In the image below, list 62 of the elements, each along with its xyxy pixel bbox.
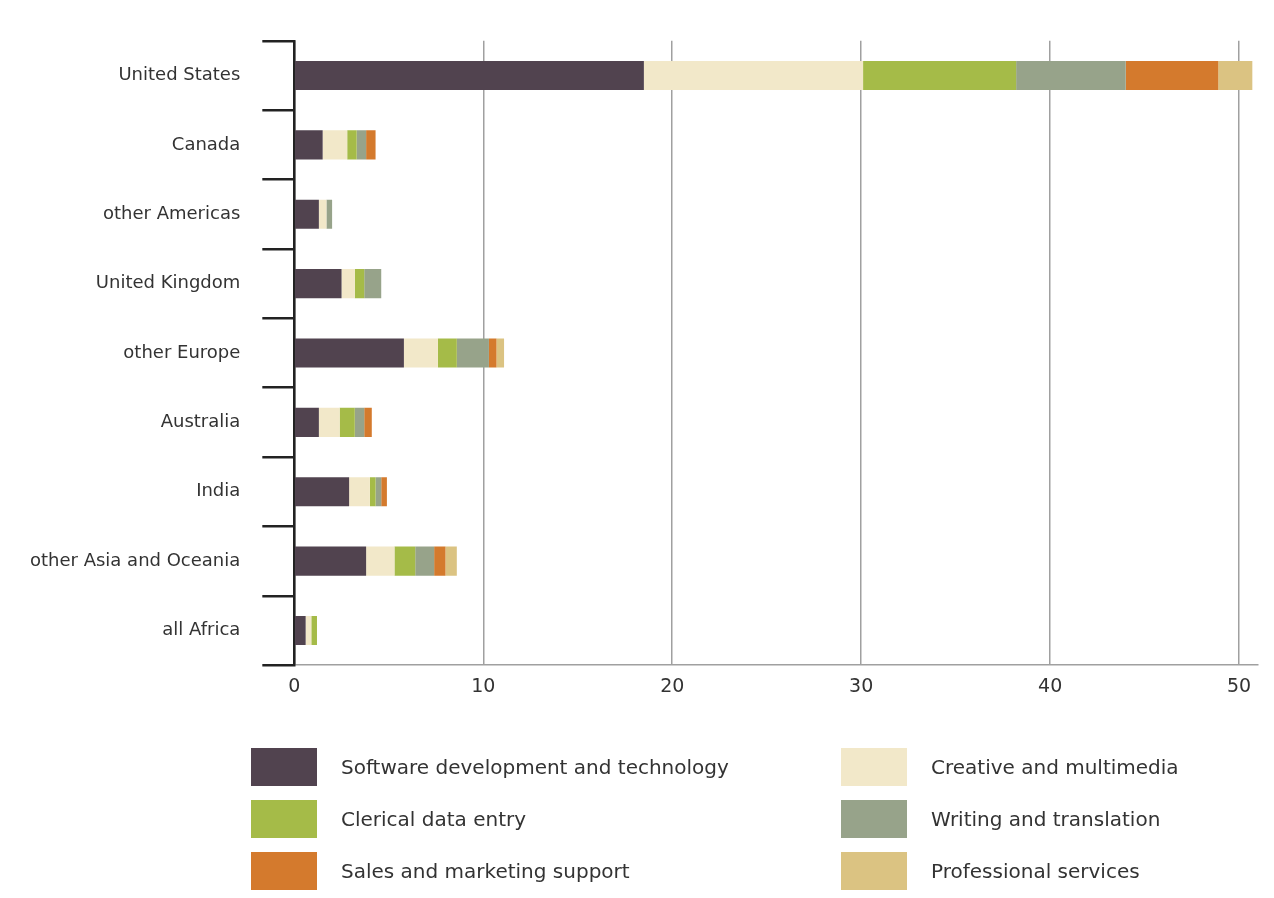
- bar: [295, 615, 306, 646]
- bar: [318, 407, 340, 437]
- y-tick-label: all Africa: [162, 618, 241, 640]
- y-tick-label: United Kingdom: [95, 271, 241, 293]
- bar: [394, 546, 416, 576]
- bar: [295, 407, 319, 437]
- bar: [295, 269, 342, 299]
- legend-label: Software development and technology: [341, 755, 729, 779]
- bar: [341, 269, 355, 299]
- bar: [354, 269, 365, 299]
- legend-label: Clerical data entry: [341, 807, 527, 831]
- y-tick-label: Australia: [160, 410, 241, 432]
- bar: [354, 407, 365, 437]
- bar: [445, 546, 457, 576]
- y-tick-label: other Europe: [123, 340, 241, 362]
- y-tick-label: other Americas: [103, 201, 241, 223]
- x-tick-label: 20: [660, 673, 685, 696]
- bar: [496, 338, 505, 368]
- y-tick-label: other Asia and Oceania: [29, 548, 241, 570]
- bar: [295, 60, 644, 91]
- bar: [366, 130, 376, 160]
- bar: [318, 199, 327, 229]
- bar: [339, 407, 355, 437]
- y-tick-label: India: [196, 479, 241, 501]
- legend-label: Professional services: [931, 859, 1140, 883]
- bar: [369, 477, 376, 507]
- bar: [295, 477, 350, 507]
- bar: [356, 130, 367, 160]
- legend-label: Writing and translation: [931, 807, 1161, 831]
- bar: [364, 269, 382, 299]
- x-tick-label: 50: [1227, 673, 1252, 696]
- bar: [295, 338, 404, 368]
- y-tick-label: Canada: [171, 132, 241, 154]
- bar: [326, 199, 333, 229]
- x-tick-label: 0: [288, 673, 301, 696]
- bar: [322, 130, 348, 160]
- bar: [415, 546, 435, 576]
- bar: [403, 338, 438, 368]
- x-tick-label: 30: [849, 673, 874, 696]
- legend-label: Creative and multimedia: [931, 755, 1179, 779]
- x-tick-label: 10: [471, 673, 496, 696]
- bar: [1218, 60, 1253, 91]
- bar: [1125, 60, 1219, 91]
- bar: [456, 338, 489, 368]
- legend-label: Sales and marketing support: [341, 859, 630, 883]
- bar: [364, 407, 372, 437]
- bar: [295, 546, 367, 576]
- bar: [366, 546, 395, 576]
- y-tick-label: United States: [118, 63, 241, 85]
- bar: [1016, 60, 1126, 91]
- x-tick-label: 40: [1038, 673, 1063, 696]
- bar: [437, 338, 457, 368]
- bar: [643, 60, 864, 91]
- bar: [295, 130, 323, 160]
- bar: [434, 546, 446, 576]
- bar: [863, 60, 1017, 91]
- bar: [381, 477, 387, 507]
- bar: [295, 199, 319, 229]
- bar: [488, 338, 497, 368]
- bar: [349, 477, 370, 507]
- bar: [347, 130, 357, 160]
- bar: [311, 615, 317, 646]
